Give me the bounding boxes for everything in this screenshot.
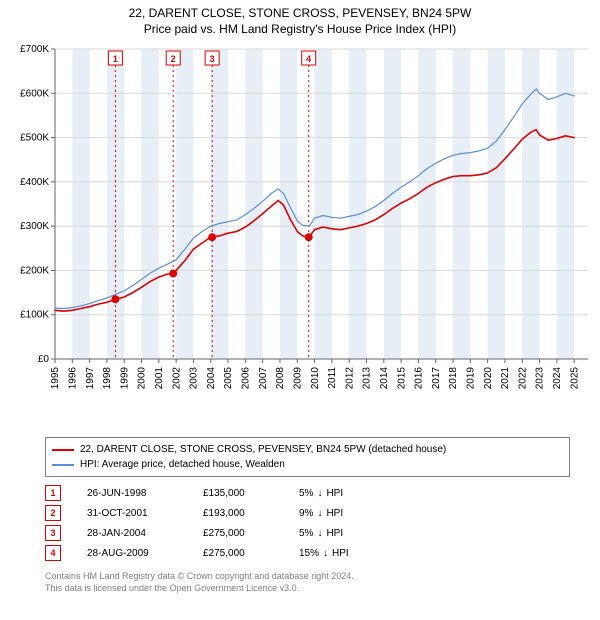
sale-price: £275,000	[203, 528, 273, 539]
svg-text:2018: 2018	[448, 367, 459, 390]
sale-rel: 5% ↓ HPI	[299, 488, 343, 499]
down-arrow-icon: ↓	[317, 488, 322, 499]
svg-text:1999: 1999	[119, 367, 130, 390]
title-line2: Price paid vs. HM Land Registry's House …	[10, 22, 590, 38]
sale-rel: 15% ↓ HPI	[299, 548, 349, 559]
sale-rel-label: HPI	[326, 508, 343, 519]
sale-price: £275,000	[203, 548, 273, 559]
legend-row: HPI: Average price, detached house, Weal…	[52, 457, 563, 472]
svg-text:2008: 2008	[275, 367, 286, 390]
sales-row: 2 31-OCT-2001 £193,000 9% ↓ HPI	[45, 503, 570, 523]
sales-table: 1 26-JUN-1998 £135,000 5% ↓ HPI 2 31-OCT-2001 £1…	[45, 483, 570, 563]
svg-text:1995: 1995	[50, 367, 61, 390]
svg-text:£600K: £600K	[20, 88, 49, 99]
legend: 22, DARENT CLOSE, STONE CROSS, PEVENSEY,…	[45, 437, 570, 477]
svg-text:2002: 2002	[171, 367, 182, 390]
chart-title: 22, DARENT CLOSE, STONE CROSS, PEVENSEY,…	[0, 0, 600, 41]
sale-date: 28-AUG-2009	[87, 548, 177, 559]
sale-marker: 1	[45, 485, 61, 501]
svg-text:2016: 2016	[414, 367, 425, 390]
sale-marker: 2	[45, 505, 61, 521]
sale-rel: 5% ↓ HPI	[299, 528, 343, 539]
svg-text:2003: 2003	[189, 367, 200, 390]
svg-text:2013: 2013	[362, 367, 373, 390]
svg-text:£700K: £700K	[20, 44, 49, 55]
sales-row: 4 28-AUG-2009 £275,000 15% ↓ HPI	[45, 543, 570, 563]
svg-text:1: 1	[113, 54, 118, 64]
down-arrow-icon: ↓	[323, 548, 328, 559]
sale-rel: 9% ↓ HPI	[299, 508, 343, 519]
sale-rel-pct: 15%	[299, 548, 319, 559]
svg-text:2004: 2004	[206, 367, 217, 390]
sale-rel-label: HPI	[326, 528, 343, 539]
svg-text:2019: 2019	[466, 367, 477, 390]
legend-swatch	[52, 464, 74, 466]
svg-text:2010: 2010	[310, 367, 321, 390]
svg-text:1996: 1996	[68, 367, 79, 390]
svg-text:1998: 1998	[102, 367, 113, 390]
chart-area: £0 £100K £200K £300K £400K £500K £600K £700K 199…	[0, 41, 600, 429]
svg-text:2015: 2015	[396, 367, 407, 390]
footnote-line1: Contains HM Land Registry data © Crown c…	[45, 571, 570, 583]
svg-text:2020: 2020	[483, 367, 494, 390]
svg-text:2: 2	[171, 54, 176, 64]
sale-marker: 3	[45, 525, 61, 541]
sale-rel-label: HPI	[326, 488, 343, 499]
title-line1: 22, DARENT CLOSE, STONE CROSS, PEVENSEY,…	[10, 6, 590, 22]
sale-rel-pct: 9%	[299, 508, 313, 519]
legend-row: 22, DARENT CLOSE, STONE CROSS, PEVENSEY,…	[52, 442, 563, 457]
legend-label: HPI: Average price, detached house, Weal…	[80, 457, 285, 472]
sale-price: £193,000	[203, 508, 273, 519]
svg-text:2017: 2017	[431, 367, 442, 390]
svg-text:4: 4	[306, 54, 311, 64]
svg-text:2001: 2001	[154, 367, 165, 390]
sales-row: 1 26-JUN-1998 £135,000 5% ↓ HPI	[45, 483, 570, 503]
svg-text:2011: 2011	[327, 367, 338, 389]
svg-text:2023: 2023	[535, 367, 546, 390]
sale-price: £135,000	[203, 488, 273, 499]
sale-date: 26-JUN-1998	[87, 488, 177, 499]
legend-swatch	[52, 449, 74, 451]
svg-text:2014: 2014	[379, 367, 390, 390]
footnote-line2: This data is licensed under the Open Gov…	[45, 583, 570, 595]
svg-text:2025: 2025	[569, 367, 580, 390]
svg-text:1997: 1997	[85, 367, 96, 390]
svg-text:£500K: £500K	[20, 133, 49, 144]
down-arrow-icon: ↓	[317, 528, 322, 539]
svg-text:£400K: £400K	[20, 177, 49, 188]
svg-text:2005: 2005	[223, 367, 234, 390]
sale-rel-label: HPI	[332, 548, 349, 559]
sale-date: 31-OCT-2001	[87, 508, 177, 519]
svg-text:2021: 2021	[500, 367, 511, 390]
sale-rel-pct: 5%	[299, 488, 313, 499]
svg-text:£100K: £100K	[20, 310, 49, 321]
svg-text:£300K: £300K	[20, 221, 49, 232]
svg-text:2006: 2006	[241, 367, 252, 390]
svg-text:2000: 2000	[137, 367, 148, 390]
sale-date: 28-JAN-2004	[87, 528, 177, 539]
sales-row: 3 28-JAN-2004 £275,000 5% ↓ HPI	[45, 523, 570, 543]
svg-text:2012: 2012	[344, 367, 355, 390]
svg-text:2024: 2024	[552, 367, 563, 390]
svg-text:2009: 2009	[292, 367, 303, 390]
svg-text:£200K: £200K	[20, 266, 49, 277]
svg-text:£0: £0	[38, 354, 50, 365]
sale-marker: 4	[45, 545, 61, 561]
svg-text:3: 3	[210, 54, 215, 64]
down-arrow-icon: ↓	[317, 508, 322, 519]
sale-rel-pct: 5%	[299, 528, 313, 539]
footnote: Contains HM Land Registry data © Crown c…	[45, 571, 570, 594]
legend-label: 22, DARENT CLOSE, STONE CROSS, PEVENSEY,…	[80, 442, 446, 457]
svg-text:2007: 2007	[258, 367, 269, 390]
svg-text:2022: 2022	[517, 367, 528, 390]
line-chart-svg: £0 £100K £200K £300K £400K £500K £600K £700K 199…	[0, 41, 600, 429]
